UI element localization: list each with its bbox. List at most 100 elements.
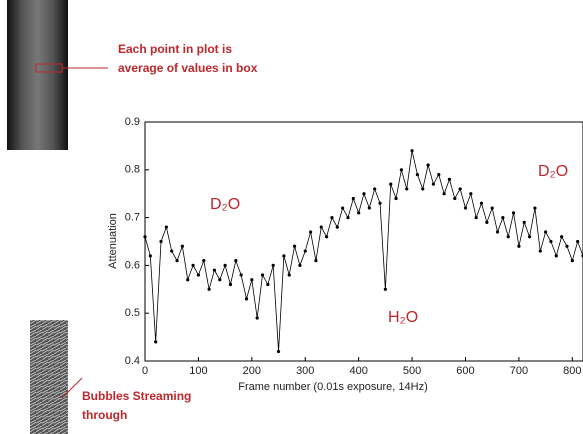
data-point: [255, 316, 259, 320]
data-point: [271, 263, 275, 267]
x-axis-label: Frame number (0.01s exposure, 14Hz): [238, 381, 428, 393]
data-point: [180, 244, 184, 248]
data-point: [287, 273, 291, 277]
annotation: Bubbles Streaming through: [82, 389, 191, 422]
data-point: [191, 263, 195, 267]
data-point: [570, 259, 574, 263]
data-point: [319, 225, 323, 229]
data-point: [458, 187, 462, 191]
data-point: [186, 278, 190, 282]
data-point: [431, 182, 436, 186]
data-point: [282, 254, 286, 258]
data-point: [415, 172, 420, 177]
data-point: [357, 211, 361, 215]
data-point: [511, 211, 516, 215]
data-point: [538, 249, 542, 253]
data-point: [405, 187, 409, 191]
data-point: [276, 349, 281, 354]
x-tick-label: 400: [349, 365, 367, 377]
data-point: [442, 192, 446, 196]
data-point: [485, 220, 489, 224]
data-point: [154, 340, 158, 344]
data-point: [325, 235, 329, 239]
data-point: [292, 244, 297, 248]
data-point: [260, 273, 265, 277]
data-point: [506, 235, 510, 239]
arrow: [61, 377, 83, 399]
data-point: [239, 273, 243, 277]
data-point: [314, 259, 318, 263]
data-point: [469, 192, 473, 196]
y-tick-label: 0.8: [125, 164, 140, 176]
y-axis-label: Attenuation: [107, 213, 119, 269]
data-point: [170, 249, 174, 253]
data-point: [576, 239, 580, 244]
x-tick-label: 700: [510, 365, 528, 377]
data-point: [378, 201, 382, 205]
data-point: [560, 235, 564, 239]
data-point: [394, 196, 398, 201]
data-point: [351, 196, 355, 201]
data-point: [244, 297, 249, 301]
bottom-image: [30, 320, 68, 434]
data-point: [346, 216, 350, 220]
data-point: [298, 263, 302, 267]
data-point: [303, 249, 307, 253]
x-tick-label: 200: [243, 365, 261, 377]
y-tick-label: 0.9: [125, 116, 140, 128]
data-point: [421, 187, 425, 191]
data-point: [202, 259, 206, 263]
data-point: [383, 287, 387, 291]
annotation: D₂O: [210, 196, 240, 213]
data-point: [308, 230, 313, 234]
x-tick-label: 0: [142, 365, 148, 377]
data-point: [389, 182, 393, 186]
data-point: [474, 216, 478, 220]
top-image: [7, 0, 68, 150]
data-line: [144, 150, 583, 352]
data-point: [175, 259, 179, 263]
data-point: [164, 225, 168, 229]
data-point: [437, 172, 441, 177]
data-point: [367, 206, 371, 210]
x-tick-label: 100: [189, 365, 207, 377]
data-point: [218, 278, 222, 282]
y-tick-label: 0.7: [125, 212, 140, 224]
data-point: [522, 220, 526, 224]
annotation: Each point in plot is average of values i…: [118, 42, 258, 75]
data-point: [554, 254, 558, 258]
data-point: [565, 244, 569, 248]
data-point: [533, 206, 537, 210]
annotation-line: Each point in plot is: [118, 42, 232, 56]
y-tick-label: 0.4: [125, 355, 140, 367]
data-point: [527, 235, 532, 239]
data-point: [212, 268, 217, 272]
data-point: [426, 163, 430, 167]
data-point: [207, 287, 211, 291]
data-point: [362, 192, 366, 196]
data-point: [517, 244, 521, 248]
data-point: [399, 168, 403, 172]
annotation: D₂O: [538, 163, 568, 180]
y-tick-label: 0.5: [125, 307, 140, 319]
data-point: [410, 149, 414, 153]
plot-frame: [144, 121, 583, 362]
x-tick-label: 600: [456, 365, 474, 377]
annotation-line: average of values in box: [118, 61, 258, 75]
data-point: [341, 206, 345, 210]
annotation-line: through: [82, 408, 127, 422]
data-point: [143, 235, 147, 239]
data-point: [501, 216, 505, 220]
x-tick-label: 500: [403, 365, 421, 377]
x-tick-label: 800: [563, 365, 581, 377]
data-point: [330, 216, 334, 220]
data-point: [266, 282, 270, 287]
data-point: [549, 239, 553, 244]
data-point: [495, 230, 500, 234]
y-tick-label: 0.6: [125, 259, 140, 271]
data-point: [463, 206, 468, 210]
data-point: [479, 201, 484, 205]
data-point: [148, 254, 152, 258]
